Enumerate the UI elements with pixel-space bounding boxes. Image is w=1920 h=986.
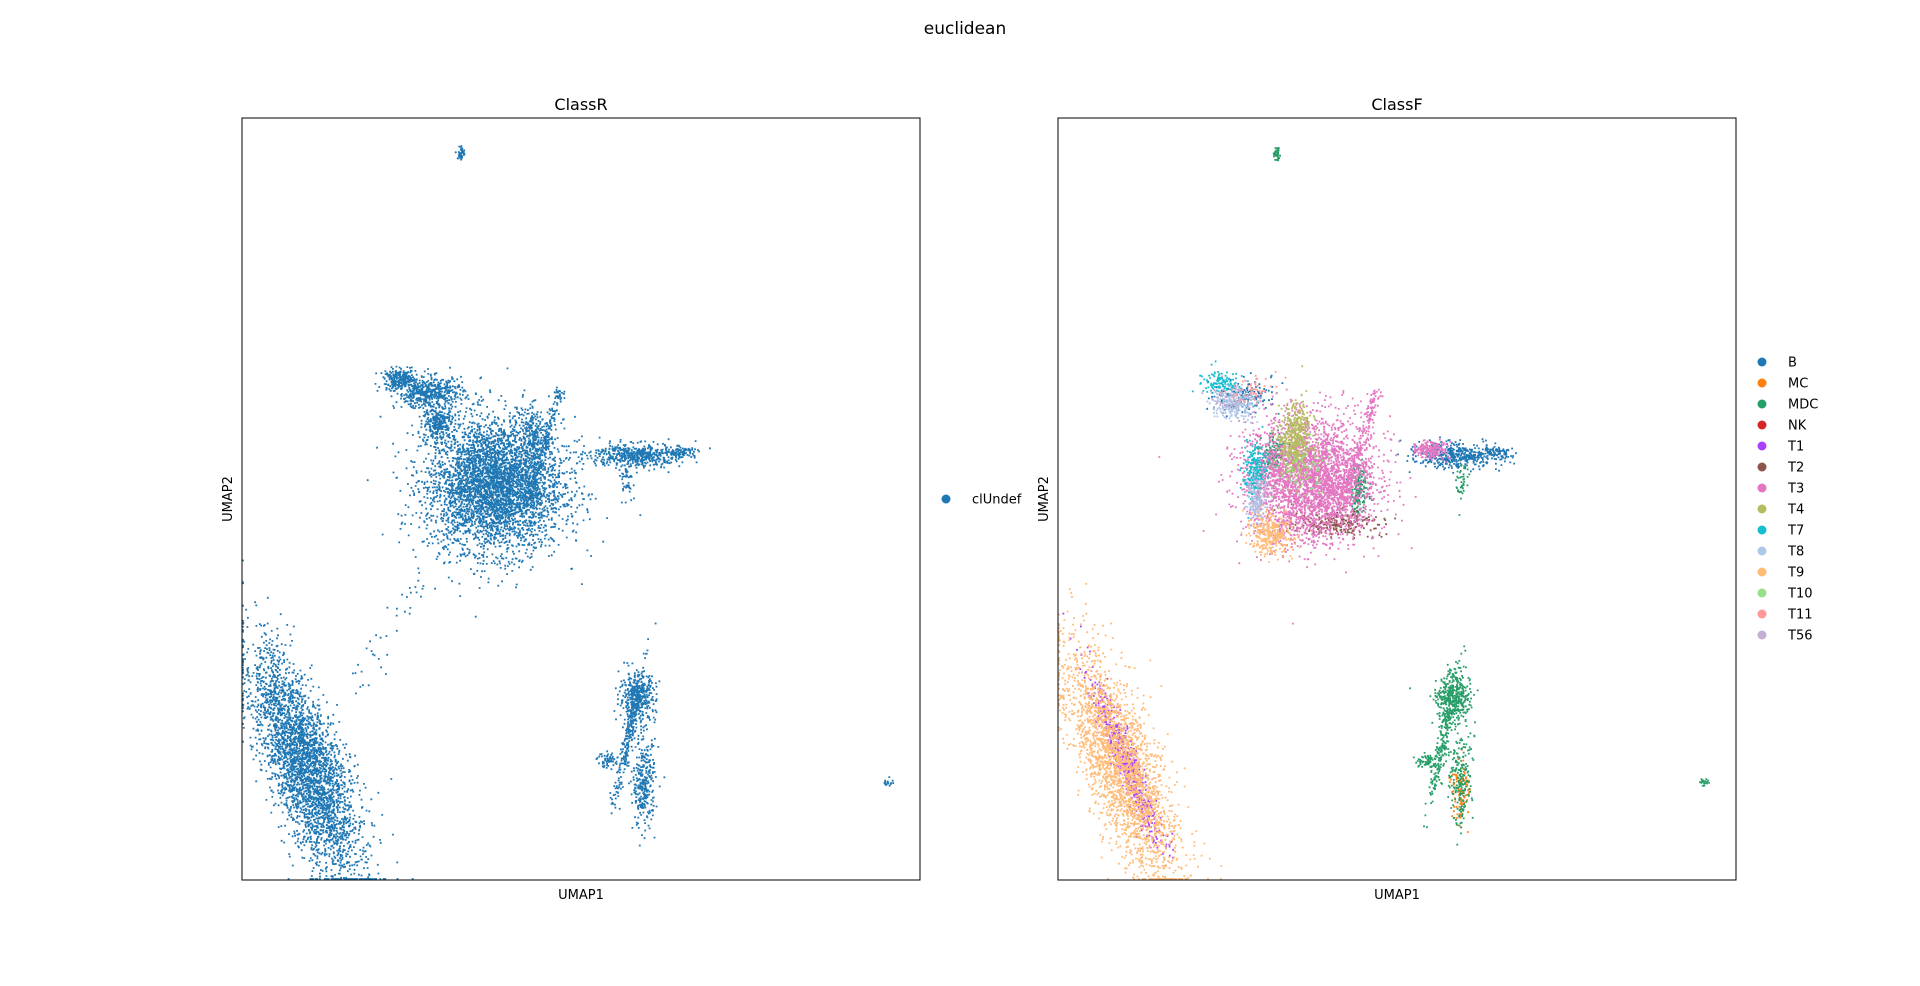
legend-item-T11: T11: [1757, 608, 1812, 623]
legend-label: MDC: [1788, 398, 1818, 413]
legend-item-T3: T3: [1757, 482, 1804, 497]
legend-item-T4: T4: [1757, 503, 1804, 518]
legend-marker: [1757, 525, 1767, 535]
legend-item-MC: MC: [1757, 377, 1808, 392]
legend-marker: [1757, 567, 1767, 577]
series-points-T7: [1191, 360, 1270, 519]
series-points-T3: [1158, 388, 1452, 625]
scatter-points: [242, 145, 895, 880]
legend-label: B: [1788, 356, 1797, 371]
legend-item-T1: T1: [1757, 440, 1804, 455]
legend-item-B: B: [1757, 356, 1797, 371]
panel-title: ClassR: [554, 95, 607, 114]
legend-label: MC: [1788, 377, 1808, 392]
scatter-points: [1058, 147, 1710, 880]
legend-marker: [1757, 630, 1767, 640]
legend-marker: [1757, 588, 1767, 598]
legend-label: T10: [1787, 587, 1812, 602]
legend-item-clUndef: clUndef: [941, 493, 1022, 508]
x-axis-label: UMAP1: [1374, 888, 1420, 903]
legend-label: T8: [1787, 545, 1804, 560]
x-axis-label: UMAP1: [558, 888, 604, 903]
y-axis-label: UMAP2: [1037, 476, 1052, 522]
plot-frame: [241, 117, 921, 881]
panel-title: ClassF: [1371, 95, 1422, 114]
plot-frame: [1057, 117, 1737, 881]
legend-marker: [941, 494, 951, 504]
legend-item-T9: T9: [1757, 566, 1804, 581]
series-points-clUndef: [242, 145, 895, 880]
legend-label: T3: [1787, 482, 1804, 497]
legend: clUndef: [941, 493, 1022, 508]
series-points-T4: [1272, 365, 1320, 494]
legend-marker: [1757, 357, 1767, 367]
legend-marker: [1757, 378, 1767, 388]
panel-classf: ClassF UMAP1 UMAP2 B MC MDC NK T1 T2 T3 T4 T7 T8 T…: [1037, 95, 1818, 903]
legend-label: T4: [1787, 503, 1804, 518]
legend-item-MDC: MDC: [1757, 398, 1818, 413]
legend-label: T2: [1787, 461, 1804, 476]
legend-item-T2: T2: [1757, 461, 1804, 476]
legend-marker: [1757, 420, 1767, 430]
legend-label: T56: [1787, 629, 1812, 644]
legend-label: T1: [1787, 440, 1804, 455]
legend-label: T7: [1787, 524, 1804, 539]
figure-suptitle: euclidean: [924, 19, 1006, 39]
legend-marker: [1757, 546, 1767, 556]
legend-marker: [1757, 504, 1767, 514]
series-points-T9: [1058, 504, 1301, 880]
legend-item-T56: T56: [1757, 629, 1812, 644]
panel-classr: ClassR UMAP1 UMAP2 clUndef: [221, 95, 1022, 903]
legend-label: T9: [1787, 566, 1804, 581]
series-points-T8: [1206, 380, 1267, 528]
legend-item-T7: T7: [1757, 524, 1804, 539]
legend-marker: [1757, 609, 1767, 619]
legend-label: NK: [1788, 419, 1807, 434]
series-points-T11: [1220, 371, 1287, 405]
legend-marker: [1757, 441, 1767, 451]
legend-label: T11: [1787, 608, 1812, 623]
legend-marker: [1757, 399, 1767, 409]
legend-item-T10: T10: [1757, 587, 1812, 602]
legend-label: clUndef: [972, 493, 1022, 508]
legend-item-T8: T8: [1757, 545, 1804, 560]
legend-item-NK: NK: [1757, 419, 1807, 434]
legend-marker: [1757, 462, 1767, 472]
legend-marker: [1757, 483, 1767, 493]
y-axis-label: UMAP2: [221, 476, 236, 522]
legend: B MC MDC NK T1 T2 T3 T4 T7 T8 T9 T10 T11 T56: [1757, 356, 1818, 644]
